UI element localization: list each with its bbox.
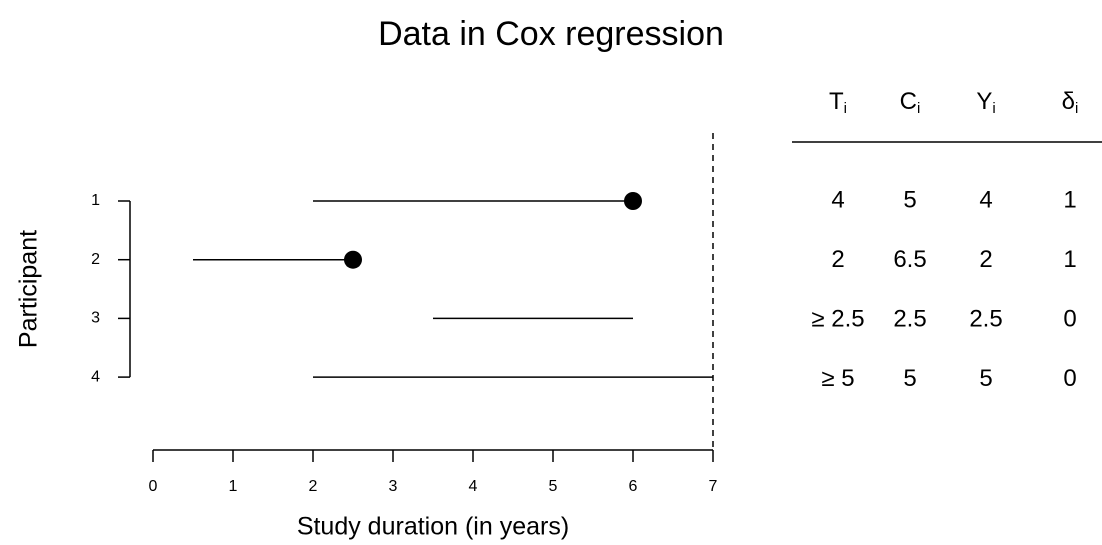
- table-cell: 5: [903, 365, 916, 392]
- table-cell: ≥ 2.5: [811, 305, 864, 332]
- table-header: Yi: [976, 88, 995, 117]
- table-cell: 2.5: [893, 305, 926, 332]
- x-tick-label: 7: [709, 478, 718, 495]
- y-tick-label: 1: [91, 192, 100, 209]
- header-subscript: i: [992, 100, 995, 117]
- table-cell: 2: [831, 246, 844, 273]
- x-tick-label: 4: [469, 478, 478, 495]
- y-tick-label: 4: [91, 368, 100, 385]
- table-cell: 5: [979, 365, 992, 392]
- event-dot: [344, 250, 362, 269]
- table-header: Ti: [829, 88, 847, 117]
- header-symbol: δ: [1062, 88, 1075, 115]
- y-tick-label: 3: [91, 310, 100, 327]
- x-tick-label: 5: [549, 478, 558, 495]
- table-cell: 6.5: [893, 246, 926, 273]
- x-tick-label: 1: [229, 478, 238, 495]
- table-cell: 5: [903, 186, 916, 213]
- table-cell: 0: [1063, 305, 1076, 332]
- table-cell: 1: [1063, 186, 1076, 213]
- y-axis-label: Participant: [15, 230, 43, 348]
- table-header: Ci: [900, 88, 921, 117]
- table-cell: 0: [1063, 365, 1076, 392]
- header-symbol: Y: [976, 88, 992, 115]
- chart-title: Data in Cox regression: [378, 15, 724, 53]
- x-tick-label: 0: [149, 478, 158, 495]
- header-subscript: i: [1075, 100, 1078, 117]
- table-cell: ≥ 5: [821, 365, 854, 392]
- x-tick-label: 2: [309, 478, 318, 495]
- header-symbol: T: [829, 88, 844, 115]
- x-axis-label: Study duration (in years): [297, 513, 569, 541]
- x-tick-label: 6: [629, 478, 638, 495]
- header-symbol: C: [900, 88, 917, 115]
- table-header: δi: [1062, 88, 1079, 117]
- table-cell: 2: [979, 246, 992, 273]
- header-subscript: i: [844, 100, 847, 117]
- event-dot: [624, 192, 642, 210]
- table-cell: 4: [831, 186, 844, 213]
- x-tick-label: 3: [389, 478, 398, 495]
- header-subscript: i: [917, 100, 920, 117]
- table-cell: 1: [1063, 246, 1076, 273]
- table-cell: 2.5: [969, 305, 1002, 332]
- y-tick-label: 2: [91, 251, 100, 268]
- table-cell: 4: [979, 186, 992, 213]
